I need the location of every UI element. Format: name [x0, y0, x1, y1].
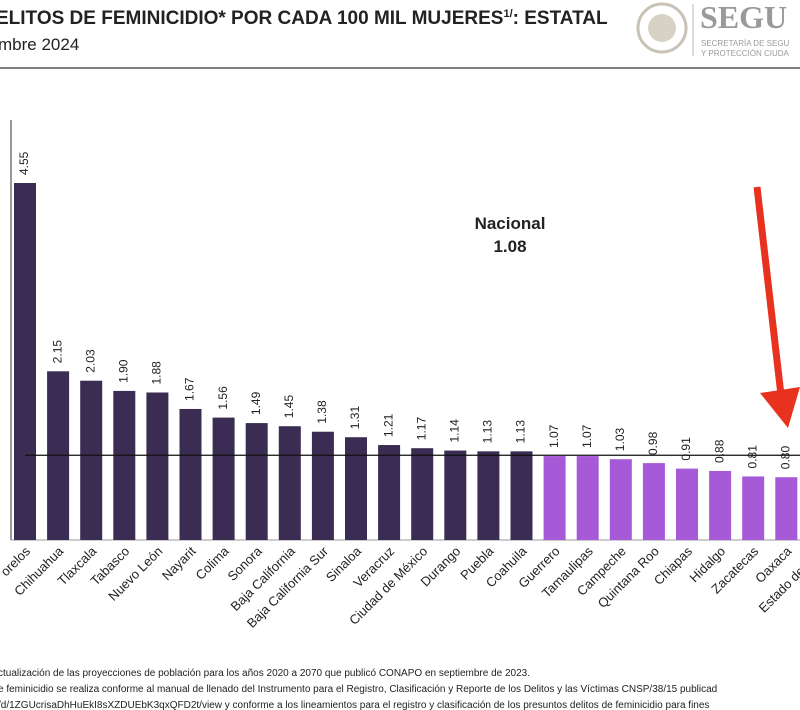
subtitle: mbre 2024	[0, 35, 79, 54]
logo-line: Y PROTECCIÓN CIUDA	[701, 49, 790, 58]
value-label: 1.13	[514, 420, 528, 444]
value-label: 2.03	[83, 349, 97, 373]
value-label: 1.67	[183, 377, 197, 401]
title-sup: 1/	[503, 8, 512, 20]
bar	[709, 470, 732, 540]
bar	[576, 456, 599, 540]
bar	[510, 451, 533, 540]
bar	[179, 408, 202, 540]
x-tick-label: Nayarit	[159, 543, 199, 583]
bar	[477, 451, 500, 540]
footnote: e feminicidio se realiza conforme al man…	[0, 684, 717, 695]
title: ELITOS DE FEMINICIDIO* POR CADA 100 MIL …	[0, 8, 608, 29]
national-label: Nacional	[475, 214, 546, 233]
x-tick-label: Colima	[192, 543, 232, 583]
bar	[345, 437, 367, 540]
value-label: 0.80	[778, 446, 792, 470]
bar	[113, 390, 136, 540]
bar	[642, 463, 665, 540]
bar	[212, 417, 235, 540]
footnote: ctualización de las proyecciones de pobl…	[0, 668, 530, 679]
national-value: 1.08	[493, 237, 526, 256]
bar	[444, 450, 467, 540]
bar	[311, 431, 334, 540]
title-end: : ESTATAL	[513, 8, 608, 29]
value-label: 1.31	[348, 406, 362, 430]
footnote: /d/1ZGUcrisaDhHuEkI8sXZDUEbK3qxQFD2t/vie…	[0, 700, 709, 710]
logo-text: SEGU	[700, 0, 787, 35]
value-label: 0.98	[646, 431, 660, 455]
value-label: 1.07	[580, 424, 594, 448]
value-label: 1.07	[547, 424, 561, 448]
bar	[411, 448, 434, 540]
value-label: 1.38	[315, 400, 329, 424]
value-label: 0.88	[712, 439, 726, 463]
value-label: 4.55	[17, 151, 31, 175]
value-label: 1.13	[481, 420, 495, 444]
value-label: 0.81	[745, 445, 759, 469]
bar	[775, 477, 798, 540]
bar	[80, 380, 103, 540]
value-label: 1.88	[150, 361, 164, 385]
title-main: ELITOS DE FEMINICIDIO* POR CADA 100 MIL …	[0, 8, 503, 29]
bar	[245, 423, 268, 540]
value-label: 2.15	[50, 340, 64, 364]
bar	[278, 426, 301, 540]
value-label: 1.56	[216, 386, 230, 410]
seal	[636, 2, 688, 54]
bar	[609, 459, 632, 540]
bar	[146, 392, 169, 540]
red-arrow	[753, 186, 800, 428]
bar	[378, 445, 401, 540]
bar	[676, 468, 698, 540]
bar	[543, 456, 566, 540]
value-label: 1.14	[447, 419, 461, 443]
value-label: 1.17	[414, 417, 428, 441]
bar	[742, 476, 765, 540]
value-label: 1.49	[249, 391, 263, 415]
bar	[14, 183, 36, 540]
value-label: 1.03	[613, 428, 627, 452]
seal-core	[648, 14, 676, 42]
value-label: 1.21	[381, 413, 395, 437]
value-label: 1.90	[116, 359, 130, 383]
logo-line: SECRETARÍA DE SEGU	[701, 39, 790, 48]
value-label: 0.91	[679, 437, 693, 461]
value-label: 1.45	[282, 395, 296, 419]
